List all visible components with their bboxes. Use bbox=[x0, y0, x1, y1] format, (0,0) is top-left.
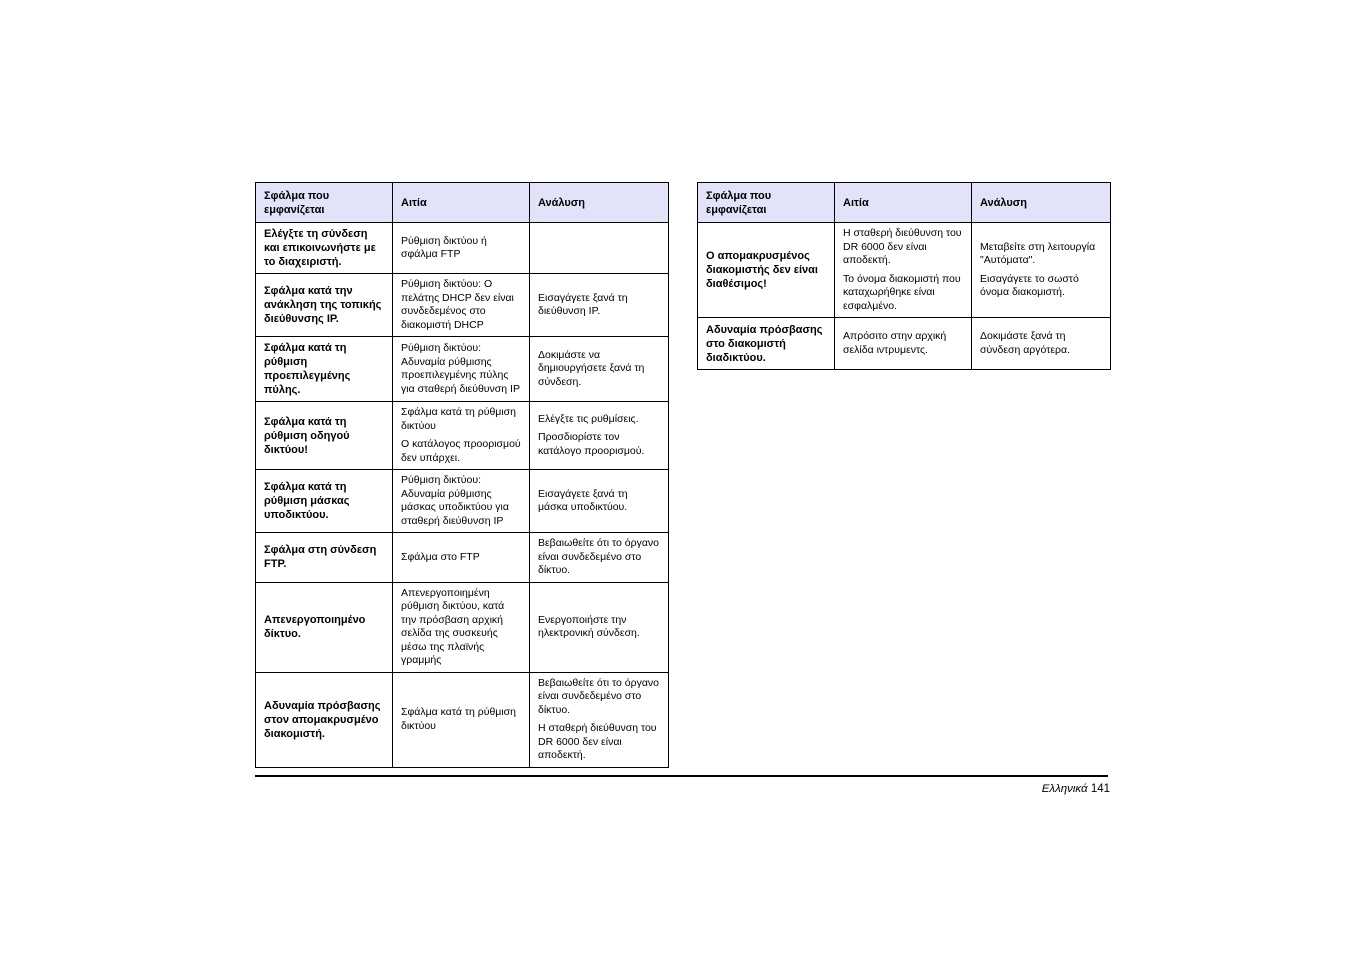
paragraph: Ρύθμιση δικτύου: Αδυναμία ρύθμισης προεπ… bbox=[401, 342, 520, 395]
analysis-cell bbox=[529, 222, 669, 274]
paragraph: Σφάλμα κατά τη ρύθμιση προεπιλεγμένης πύ… bbox=[264, 342, 351, 396]
analysis-cell: Δοκιμάστε ξανά τη σύνδεση αργότερα. bbox=[971, 317, 1111, 370]
analysis-cell: Ενεργοποιήστε την ηλεκτρονική σύνδεση. bbox=[529, 581, 669, 673]
cause-cell: Απενεργοποιημένη ρύθμιση δικτύου, κατά τ… bbox=[392, 581, 530, 673]
paragraph: Απρόσιτο στην αρχική σελίδα ιντρυμεντς. bbox=[843, 330, 947, 356]
analysis-cell: Μεταβείτε στη λειτουργία "Αυτόματα". Εισ… bbox=[971, 222, 1111, 318]
cause-cell: Σφάλμα κατά τη ρύθμιση δικτύου bbox=[392, 671, 530, 768]
paragraph: Σφάλμα κατά την ανάκληση της τοπικής διε… bbox=[264, 285, 382, 325]
error-cell: Αδυναμία πρόσβασης στο διακομιστή διαδικ… bbox=[697, 317, 835, 370]
paragraph: Μεταβείτε στη λειτουργία "Αυτόματα". bbox=[980, 240, 1096, 267]
analysis-cell: Βεβαιωθείτε ότι το όργανο είναι συνδεδεμ… bbox=[529, 532, 669, 583]
footer-language-label: Ελληνικά bbox=[1041, 783, 1088, 795]
error-table-right: Σφάλμα που εμφανίζεται Αιτία Ανάλυση Ο α… bbox=[697, 182, 1111, 370]
paragraph: Ο κατάλογος προορισμού δεν υπάρχει. bbox=[401, 438, 521, 464]
error-cell: Απενεργοποιημένο δίκτυο. bbox=[255, 581, 393, 673]
paragraph: Η σταθερή διεύθυνση του DR 6000 δεν είνα… bbox=[843, 227, 962, 266]
cause-cell: Ρύθμιση δικτύου: Αδυναμία ρύθμισης μάσκα… bbox=[392, 469, 530, 533]
column-header-analysis: Ανάλυση bbox=[971, 182, 1111, 223]
paragraph: Αδυναμία πρόσβασης στο διακομιστή διαδικ… bbox=[706, 323, 823, 364]
table-row: Σφάλμα κατά τη ρύθμιση οδηγού δικτύου! Σ… bbox=[255, 401, 669, 470]
error-cell: Σφάλμα στη σύνδεση FTP. bbox=[255, 532, 393, 583]
analysis-cell: Εισαγάγετε ξανά τη διεύθυνση IP. bbox=[529, 273, 669, 337]
table-row: Αδυναμία πρόσβασης στον απομακρυσμένο δι… bbox=[255, 671, 669, 768]
paragraph: Σφάλμα κατά τη ρύθμιση μάσκας υποδικτύου… bbox=[264, 481, 350, 521]
paragraph: Ρύθμιση δικτύου ή σφάλμα FTP bbox=[401, 234, 487, 261]
cause-cell: Ρύθμιση δικτύου ή σφάλμα FTP bbox=[392, 222, 530, 274]
cause-cell: Ρύθμιση δικτύου: Ο πελάτης DHCP δεν είνα… bbox=[392, 273, 530, 337]
table-row: Ο απομακρυσμένος διακομιστής δεν είναι δ… bbox=[697, 222, 1111, 318]
analysis-cell: Εισαγάγετε ξανά τη μάσκα υποδικτύου. bbox=[529, 469, 669, 533]
error-cell: Σφάλμα κατά την ανάκληση της τοπικής διε… bbox=[255, 273, 393, 337]
paragraph: Ενεργοποιήστε την ηλεκτρονική σύνδεση. bbox=[538, 613, 640, 640]
paragraph: Ελέγξτε τη σύνδεση και επικοινωνήστε με … bbox=[264, 228, 376, 268]
column-header-error: Σφάλμα που εμφανίζεται bbox=[255, 182, 393, 223]
paragraph: Βεβαιωθείτε ότι το όργανο είναι συνδεδεμ… bbox=[538, 676, 659, 716]
paragraph: Αδυναμία πρόσβασης στον απομακρυσμένο δι… bbox=[264, 699, 381, 740]
error-table-left: Σφάλμα που εμφανίζεται Αιτία Ανάλυση Ελέ… bbox=[255, 182, 669, 768]
paragraph: Σφάλμα κατά τη ρύθμιση οδηγού δικτύου! bbox=[264, 415, 350, 456]
paragraph: Η σταθερή διεύθυνση του DR 6000 δεν είνα… bbox=[538, 722, 657, 761]
cause-cell: Η σταθερή διεύθυνση του DR 6000 δεν είνα… bbox=[834, 222, 972, 318]
cause-cell: Σφάλμα κατά τη ρύθμιση δικτύου Ο κατάλογ… bbox=[392, 401, 530, 470]
paragraph: Απενεργοποιημένο δίκτυο. bbox=[264, 614, 366, 640]
analysis-cell: Δοκιμάστε να δημιουργήσετε ξανά τη σύνδε… bbox=[529, 336, 669, 402]
paragraph: Σφάλμα στο FTP bbox=[401, 550, 480, 563]
paragraph: Προσδιορίστε τον κατάλογο προορισμού. bbox=[538, 431, 645, 457]
table-left-head: Σφάλμα που εμφανίζεται Αιτία Ανάλυση bbox=[255, 182, 669, 223]
paragraph: Βεβαιωθείτε ότι το όργανο είναι συνδεδεμ… bbox=[538, 537, 659, 576]
cause-cell: Απρόσιτο στην αρχική σελίδα ιντρυμεντς. bbox=[834, 317, 972, 370]
table-row: Ελέγξτε τη σύνδεση και επικοινωνήστε με … bbox=[255, 222, 669, 274]
table-row: Σφάλμα κατά την ανάκληση της τοπικής διε… bbox=[255, 273, 669, 337]
paragraph: Ρύθμιση δικτύου: Αδυναμία ρύθμισης μάσκα… bbox=[401, 474, 509, 527]
page-footer: Ελληνικά 141 bbox=[255, 782, 1110, 796]
error-cell: Σφάλμα κατά τη ρύθμιση οδηγού δικτύου! bbox=[255, 401, 393, 470]
paragraph: Δοκιμάστε ξανά τη σύνδεση αργότερα. bbox=[980, 330, 1071, 356]
table-right-body: Ο απομακρυσμένος διακομιστής δεν είναι δ… bbox=[697, 222, 1111, 370]
paragraph: Απενεργοποιημένη ρύθμιση δικτύου, κατά τ… bbox=[401, 586, 505, 667]
paragraph: Σφάλμα κατά τη ρύθμιση δικτύου bbox=[401, 406, 516, 432]
error-cell: Ο απομακρυσμένος διακομιστής δεν είναι δ… bbox=[697, 222, 835, 318]
footer-page-number: 141 bbox=[1090, 783, 1110, 795]
table-row: Σφάλμα κατά τη ρύθμιση προεπιλεγμένης πύ… bbox=[255, 336, 669, 402]
analysis-cell: Βεβαιωθείτε ότι το όργανο είναι συνδεδεμ… bbox=[529, 671, 669, 768]
table-row: Απενεργοποιημένο δίκτυο. Απενεργοποιημέν… bbox=[255, 581, 669, 673]
column-header-cause: Αιτία bbox=[392, 182, 530, 223]
paragraph: Εισαγάγετε ξανά τη διεύθυνση IP. bbox=[538, 291, 628, 318]
table-row: Σφάλμα στη σύνδεση FTP. Σφάλμα στο FTP Β… bbox=[255, 532, 669, 583]
paragraph: Ελέγξτε τις ρυθμίσεις. bbox=[538, 412, 639, 425]
error-cell: Σφάλμα κατά τη ρύθμιση μάσκας υποδικτύου… bbox=[255, 469, 393, 533]
paragraph: Σφάλμα στη σύνδεση FTP. bbox=[264, 544, 377, 571]
table-left-body: Ελέγξτε τη σύνδεση και επικοινωνήστε με … bbox=[255, 222, 669, 768]
error-cell: Σφάλμα κατά τη ρύθμιση προεπιλεγμένης πύ… bbox=[255, 336, 393, 402]
paragraph: Σφάλμα κατά τη ρύθμιση δικτύου bbox=[401, 706, 516, 732]
table-header-row: Σφάλμα που εμφανίζεται Αιτία Ανάλυση bbox=[255, 182, 669, 223]
analysis-cell: Ελέγξτε τις ρυθμίσεις. Προσδιορίστε τον … bbox=[529, 401, 669, 470]
table-row: Σφάλμα κατά τη ρύθμιση μάσκας υποδικτύου… bbox=[255, 469, 669, 533]
column-header-analysis: Ανάλυση bbox=[529, 182, 669, 223]
paragraph: Ρύθμιση δικτύου: Ο πελάτης DHCP δεν είνα… bbox=[401, 278, 514, 331]
table-row: Αδυναμία πρόσβασης στο διακομιστή διαδικ… bbox=[697, 317, 1111, 370]
paragraph: Το όνομα διακομιστή που καταχωρήθηκε είν… bbox=[843, 272, 961, 312]
cause-cell: Σφάλμα στο FTP bbox=[392, 532, 530, 583]
paragraph: Ο απομακρυσμένος διακομιστής δεν είναι δ… bbox=[706, 250, 818, 290]
paragraph: Δοκιμάστε να δημιουργήσετε ξανά τη σύνδε… bbox=[538, 348, 645, 388]
cause-cell: Ρύθμιση δικτύου: Αδυναμία ρύθμισης προεπ… bbox=[392, 336, 530, 402]
paragraph: Εισαγάγετε ξανά τη μάσκα υποδικτύου. bbox=[538, 487, 628, 514]
column-header-error: Σφάλμα που εμφανίζεται bbox=[697, 182, 835, 223]
column-header-cause: Αιτία bbox=[834, 182, 972, 223]
footer-rule bbox=[255, 775, 1108, 777]
error-cell: Ελέγξτε τη σύνδεση και επικοινωνήστε με … bbox=[255, 222, 393, 274]
table-right-head: Σφάλμα που εμφανίζεται Αιτία Ανάλυση bbox=[697, 182, 1111, 223]
error-cell: Αδυναμία πρόσβασης στον απομακρυσμένο δι… bbox=[255, 671, 393, 768]
table-header-row: Σφάλμα που εμφανίζεται Αιτία Ανάλυση bbox=[697, 182, 1111, 223]
paragraph: Εισαγάγετε το σωστό όνομα διακομιστή. bbox=[980, 272, 1079, 299]
